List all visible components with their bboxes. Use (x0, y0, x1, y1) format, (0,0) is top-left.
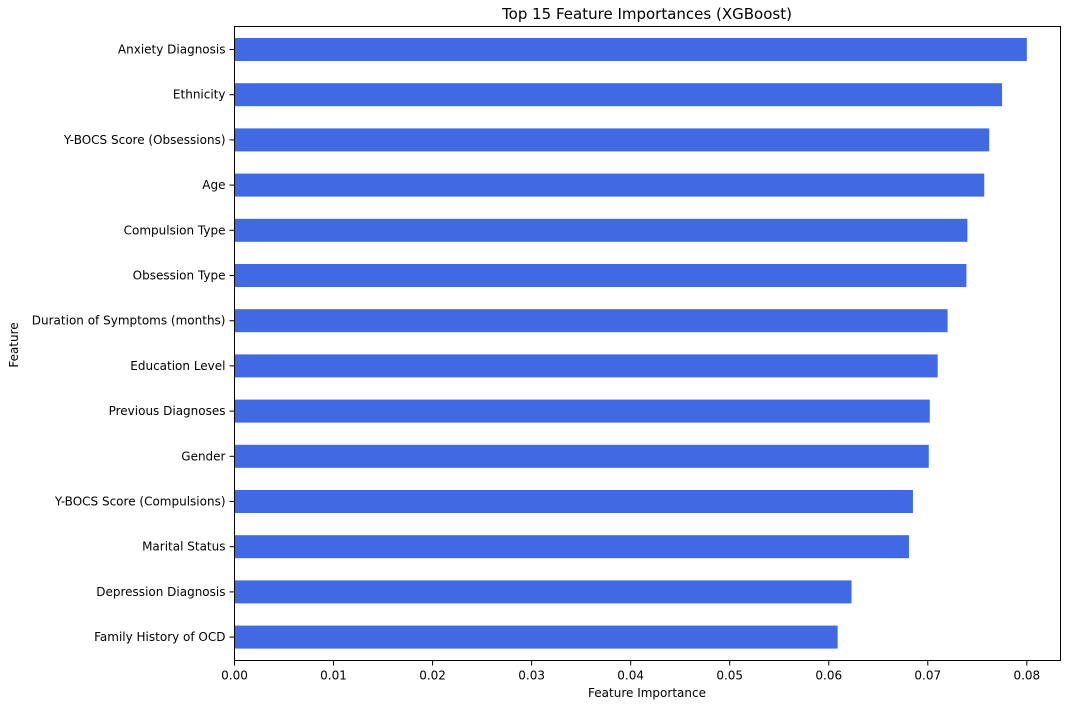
bar (234, 83, 1003, 107)
bar (234, 580, 852, 604)
bar (234, 444, 929, 468)
bar (234, 490, 913, 513)
y-tick-label: Family History of OCD (94, 630, 225, 644)
y-tick-label: Marital Status (142, 540, 225, 554)
x-tick-label: 0.03 (518, 669, 545, 683)
y-axis: Anxiety Diagnosis Ethnicity Y-BOCS Score (… (32, 43, 235, 644)
y-axis-label: Feature (7, 322, 21, 367)
bar (234, 354, 938, 378)
bar (234, 128, 990, 152)
y-tick-label: Previous Diagnoses (109, 404, 226, 418)
x-tick-label: 0.04 (617, 669, 644, 683)
y-tick-label: Anxiety Diagnosis (118, 43, 226, 57)
y-tick-label: Gender (181, 449, 225, 463)
y-tick-label: Obsession Type (133, 269, 226, 283)
chart-title: Top 15 Feature Importances (XGBoost) (501, 5, 792, 23)
bar (234, 535, 909, 559)
y-tick-label: Y-BOCS Score (Compulsions) (54, 495, 226, 509)
x-axis: 0.00 0.01 0.02 0.03 0.04 0.05 0.06 0.07 0.08 (221, 660, 1040, 683)
bar (234, 625, 838, 649)
x-axis-label: Feature Importance (588, 686, 706, 700)
plot-frame (234, 26, 1061, 661)
x-tick-label: 0.06 (815, 669, 842, 683)
x-tick-label: 0.02 (419, 669, 446, 683)
y-tick-label: Y-BOCS Score (Obsessions) (63, 133, 226, 147)
bar (234, 309, 948, 333)
x-tick-label: 0.08 (1013, 669, 1040, 683)
bar (234, 173, 985, 197)
x-tick-label: 0.07 (914, 669, 941, 683)
y-tick-label: Depression Diagnosis (96, 585, 225, 599)
y-tick-label: Duration of Symptoms (months) (32, 314, 226, 328)
bar (234, 218, 968, 242)
x-tick-label: 0.01 (320, 669, 347, 683)
bar (234, 264, 967, 287)
bars-layer (234, 38, 1027, 649)
x-tick-label: 0.05 (716, 669, 743, 683)
x-tick-label: 0.00 (221, 669, 248, 683)
y-tick-label: Ethnicity (173, 88, 226, 102)
y-tick-label: Age (202, 178, 225, 192)
bar (234, 38, 1027, 61)
y-tick-label: Compulsion Type (124, 223, 226, 237)
y-tick-label: Education Level (130, 359, 225, 373)
bar (234, 399, 930, 423)
